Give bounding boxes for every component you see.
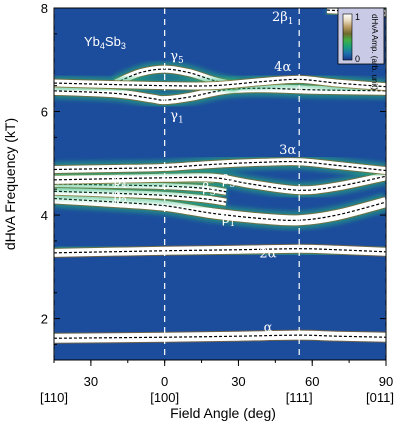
y-tick-label: 4 bbox=[41, 208, 48, 223]
branch-fit-line bbox=[54, 160, 386, 172]
branch-2alpha bbox=[54, 240, 386, 261]
plot-frame bbox=[53, 7, 387, 361]
direction-label: [011] bbox=[366, 390, 394, 405]
branch-alpha bbox=[54, 326, 386, 347]
x-tick-label: 30 bbox=[231, 374, 245, 389]
label-2alpha: 2α bbox=[259, 247, 276, 262]
label-3alpha: 3α bbox=[279, 143, 296, 158]
colorbar: 1 0 dHvA Amp. (arb. unit) bbox=[337, 7, 385, 90]
x-tick-label: 90 bbox=[379, 374, 393, 389]
x-tick-label: 30 bbox=[84, 374, 98, 389]
branch-fit-line bbox=[54, 334, 386, 339]
y-tick-label: 6 bbox=[41, 105, 48, 120]
branch-fit-line bbox=[54, 175, 386, 191]
x-axis-title: Field Angle (deg) bbox=[170, 405, 276, 421]
axes: 2 4 6 8 30 0 30 60 90 [110] [100] [111] [011] bbox=[40, 1, 394, 405]
branch-4alpha bbox=[54, 71, 386, 95]
branch-fit-line bbox=[54, 87, 386, 101]
branch-fit-line bbox=[54, 248, 386, 254]
branch-3alpha bbox=[54, 154, 386, 178]
branch-fit-line bbox=[54, 197, 386, 222]
direction-label: [100] bbox=[150, 390, 179, 405]
y-tick-label: 2 bbox=[41, 312, 48, 327]
label-4alpha: 4α bbox=[274, 60, 291, 75]
label-alpha: α bbox=[264, 321, 273, 336]
direction-lines bbox=[54, 8, 386, 360]
colorbar-max: 1 bbox=[355, 12, 360, 22]
direction-label: [110] bbox=[40, 390, 68, 405]
x-tick-label: 0 bbox=[161, 374, 168, 389]
branch-layer bbox=[54, 8, 386, 347]
colorbar-scale bbox=[342, 13, 353, 61]
direction-label: [111] bbox=[286, 390, 313, 405]
y-axis-title: dHvA Frequency (kT) bbox=[2, 118, 18, 250]
y-tick-label: 8 bbox=[41, 1, 48, 16]
branch-beta1 bbox=[54, 189, 386, 230]
branch-fit-line bbox=[54, 78, 386, 88]
branch-gamma1 bbox=[54, 80, 386, 109]
compound-title: Yb4Sb3 bbox=[84, 34, 126, 51]
branch-beta5 bbox=[54, 168, 386, 199]
colorbar-min: 0 bbox=[355, 54, 360, 64]
colorbar-label: dHvA Amp. (arb. unit) bbox=[370, 14, 379, 90]
x-tick-label: 60 bbox=[305, 374, 319, 389]
